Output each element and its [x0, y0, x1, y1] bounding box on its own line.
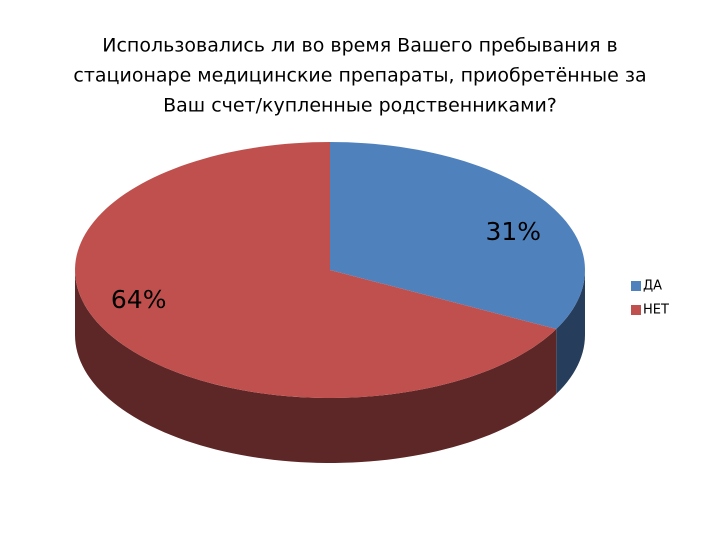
chart-title: Использовались ли во время Вашего пребыв… [102, 35, 618, 57]
legend-swatch [631, 281, 641, 291]
pie-side [75, 270, 557, 463]
pie-slice [75, 142, 557, 398]
chart-title: Ваш счет/купленные родственниками? [163, 95, 557, 117]
legend-label: ДА [643, 279, 662, 294]
pie-side [556, 270, 585, 395]
value-label: 64% [111, 285, 167, 314]
chart-title: стационаре медицинские препараты, приобр… [73, 65, 646, 87]
legend-label: НЕТ [643, 303, 669, 318]
value-label: 31% [486, 217, 542, 246]
legend-swatch [631, 305, 641, 315]
pie-slice [330, 142, 585, 330]
